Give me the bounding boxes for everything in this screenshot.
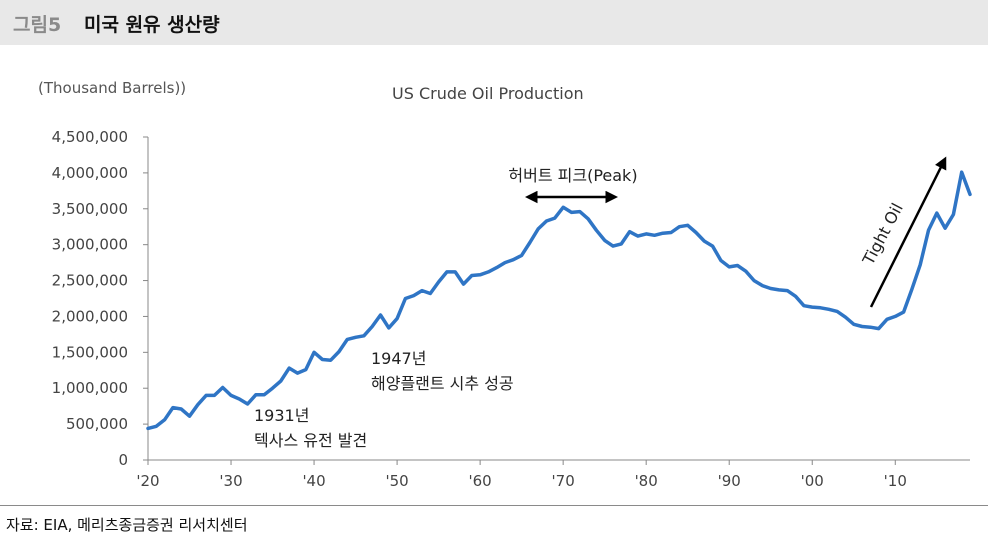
x-tick-label: '90 <box>718 472 741 490</box>
y-tick-label: 500,000 <box>66 415 128 433</box>
note-1947-year: 1947년 <box>371 349 426 368</box>
x-tick-label: '70 <box>552 472 575 490</box>
note-1947-text: 해양플랜트 시추 성공 <box>371 374 514 393</box>
figure-title: 미국 원유 생산량 <box>84 14 220 36</box>
y-tick-label: 3,000,000 <box>52 236 128 254</box>
x-tick-label: '00 <box>801 472 824 490</box>
peak-label: 허버트 피크(Peak) <box>508 166 637 185</box>
y-tick-label: 4,000,000 <box>52 164 128 182</box>
series-line-us-crude-oil-production <box>146 170 972 431</box>
x-tick-label: '10 <box>884 472 907 490</box>
source-note: 자료: EIA, 메리츠종금증권 리서치센터 <box>6 516 248 534</box>
x-tick-label: '50 <box>385 472 408 490</box>
tight-oil-arrow <box>869 156 947 308</box>
y-tick-label: 2,000,000 <box>52 307 128 325</box>
y-tick-label: 3,500,000 <box>52 200 128 218</box>
x-tick-label: '30 <box>219 472 242 490</box>
y-tick-label: 1,000,000 <box>52 379 128 397</box>
note-1931-year: 1931년 <box>254 406 309 425</box>
series-layer <box>146 170 972 431</box>
y-tick-label: 0 <box>118 451 128 469</box>
source-divider <box>0 505 988 506</box>
figure-header: 그림5 미국 원유 생산량 <box>0 0 988 45</box>
y-axis-unit-label: (Thousand Barrels)) <box>38 79 187 97</box>
x-tick-label: '80 <box>635 472 658 490</box>
y-tick-label: 2,500,000 <box>52 272 128 290</box>
x-tick-label: '40 <box>302 472 325 490</box>
y-tick-label: 1,500,000 <box>52 343 128 361</box>
annotation-layer: 허버트 피크(Peak) Tight Oil 1947년 해양플랜트 시추 성공… <box>254 156 947 450</box>
axis-layer: 0 500,000 1,000,000 1,500,000 2,000,000 2,500… <box>52 128 970 490</box>
tight-oil-label: Tight Oil <box>858 200 907 269</box>
x-tick-label: '60 <box>469 472 492 490</box>
chart-title: US Crude Oil Production <box>392 84 584 103</box>
note-1931-text: 텍사스 유전 발견 <box>254 431 367 450</box>
y-tick-label: 4,500,000 <box>52 128 128 146</box>
x-tick-label: '20 <box>136 472 159 490</box>
figure-label: 그림5 <box>13 14 62 36</box>
